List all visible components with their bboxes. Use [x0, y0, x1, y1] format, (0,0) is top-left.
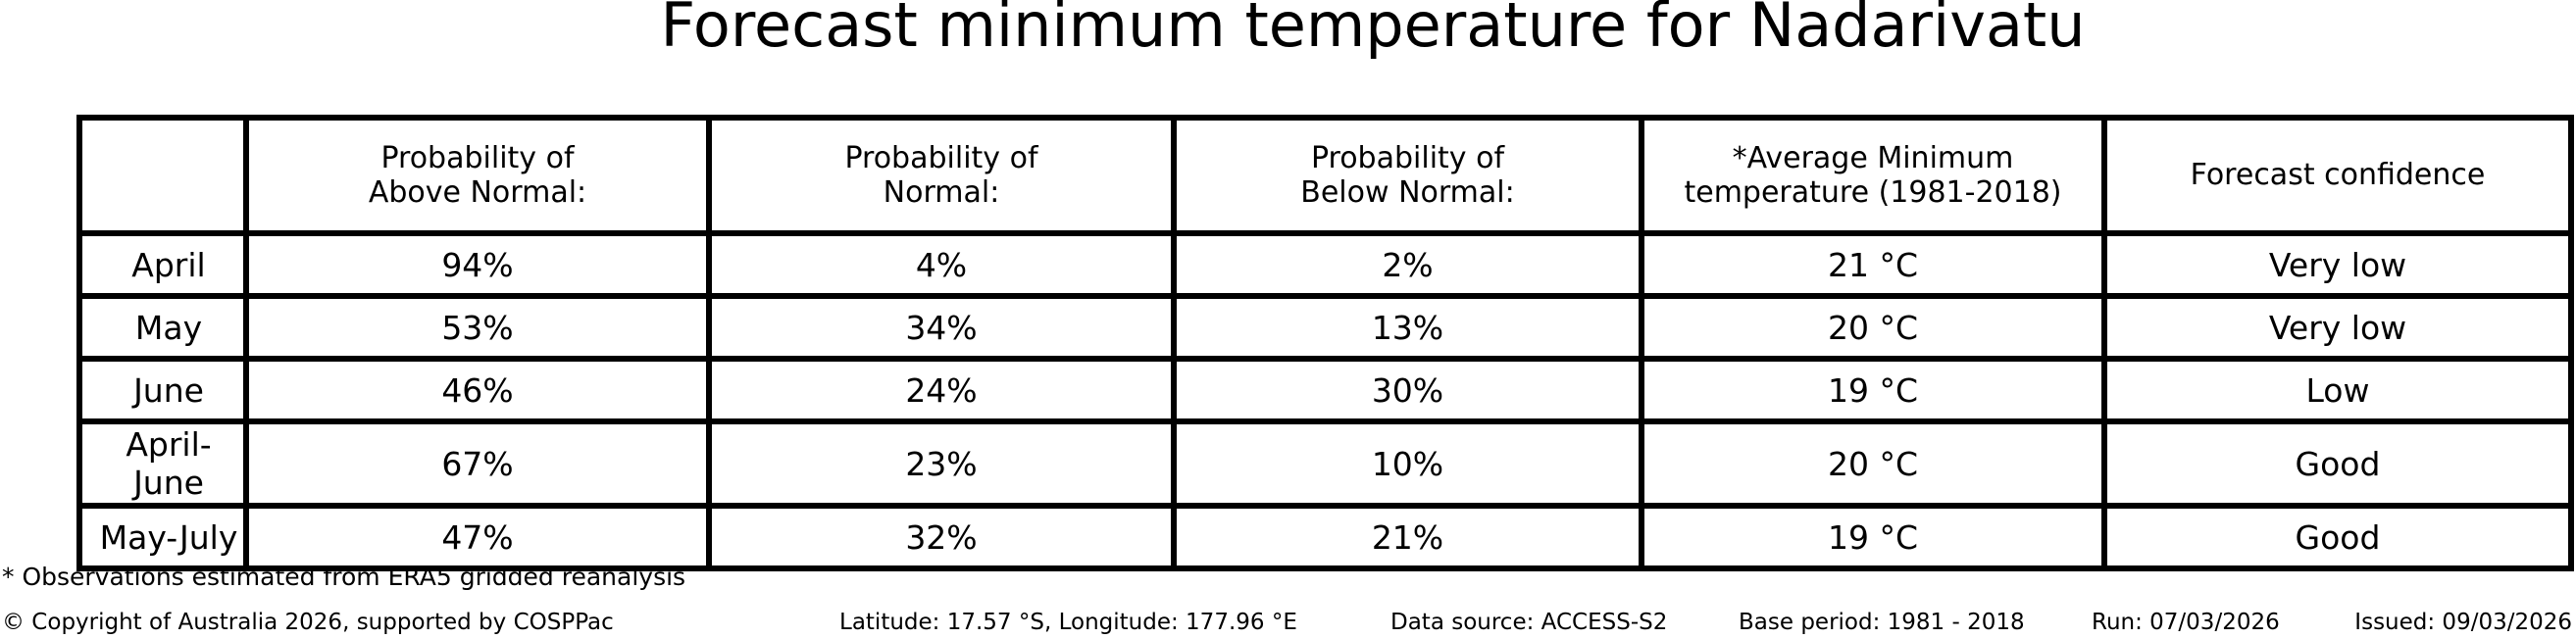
table-cell: Good — [2101, 418, 2574, 509]
table-cell: Very low — [2101, 293, 2574, 362]
copyright-text: © Copyright of Australia 2026, supported… — [2, 610, 614, 635]
column-header-forecast-confidence: Forecast confidence — [2101, 115, 2574, 236]
table-cell: 19 °C — [1639, 356, 2107, 424]
page-title: Forecast minimum temperature for Nadariv… — [660, 0, 2086, 61]
observations-footnote: * Observations estimated from ERA5 gridd… — [2, 563, 686, 591]
run-date-text: Run: 07/03/2026 — [2092, 610, 2280, 635]
table-cell: 19 °C — [1639, 503, 2107, 571]
table-cell: 94% — [243, 230, 712, 299]
table-cell: 20 °C — [1639, 418, 2107, 509]
column-header-below-normal: Probability of Below Normal: — [1171, 115, 1644, 236]
base-period-text: Base period: 1981 - 2018 — [1739, 610, 2025, 635]
table-cell: 24% — [706, 356, 1177, 424]
row-label: June — [76, 356, 249, 424]
data-source-text: Data source: ACCESS-S2 — [1390, 610, 1668, 635]
table-cell: 2% — [1171, 230, 1644, 299]
table-row-june: June 46% 24% 30% 19 °C Low — [76, 356, 2574, 424]
table-cell: 4% — [706, 230, 1177, 299]
table-cell: 32% — [706, 503, 1177, 571]
table-row-may: May 53% 34% 13% 20 °C Very low — [76, 293, 2574, 362]
table-row-april: April 94% 4% 2% 21 °C Very low — [76, 230, 2574, 299]
table-cell: 30% — [1171, 356, 1644, 424]
table-cell: 21 °C — [1639, 230, 2107, 299]
table-cell: 23% — [706, 418, 1177, 509]
column-header-average-min-temp: *Average Minimum temperature (1981-2018) — [1639, 115, 2107, 236]
column-header-above-normal: Probability of Above Normal: — [243, 115, 712, 236]
column-header-normal: Probability of Normal: — [706, 115, 1177, 236]
table-row-may-july: May-July 47% 32% 21% 19 °C Good — [76, 503, 2574, 571]
corner-empty-cell — [76, 115, 249, 236]
table-cell: 34% — [706, 293, 1177, 362]
table-cell: Very low — [2101, 230, 2574, 299]
row-label: April — [76, 230, 249, 299]
table-cell: 21% — [1171, 503, 1644, 571]
row-label: May — [76, 293, 249, 362]
location-text: Latitude: 17.57 °S, Longitude: 177.96 °E — [839, 610, 1297, 635]
row-label: May-July — [76, 503, 249, 571]
table-row-april-june: April-June 67% 23% 10% 20 °C Good — [76, 418, 2574, 509]
table-cell: 13% — [1171, 293, 1644, 362]
table-cell: 20 °C — [1639, 293, 2107, 362]
row-label: April-June — [76, 418, 249, 509]
table-cell: 10% — [1171, 418, 1644, 509]
table-cell: 53% — [243, 293, 712, 362]
table-cell: Good — [2101, 503, 2574, 571]
forecast-table: Probability of Above Normal: Probability… — [76, 115, 2574, 571]
table-cell: 67% — [243, 418, 712, 509]
table-cell: 47% — [243, 503, 712, 571]
issued-date-text: Issued: 09/03/2026 — [2354, 610, 2572, 635]
table-cell: Low — [2101, 356, 2574, 424]
table-cell: 46% — [243, 356, 712, 424]
table-header-row: Probability of Above Normal: Probability… — [76, 115, 2574, 236]
